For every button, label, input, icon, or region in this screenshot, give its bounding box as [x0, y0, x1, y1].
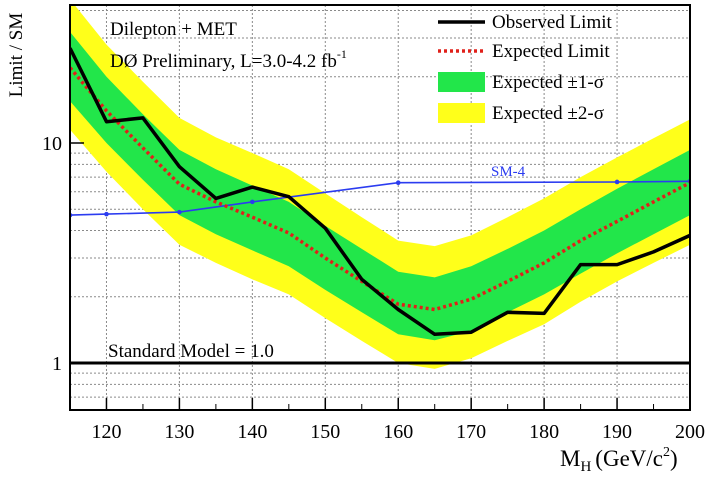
y-tick-label: 1 — [52, 353, 62, 375]
observed-limit-line — [70, 47, 690, 337]
sm4-point — [250, 199, 255, 205]
legend-label-observed: Observed Limit — [492, 12, 613, 33]
expected-limit-line — [70, 66, 690, 312]
x-tick-label: 130 — [164, 421, 194, 443]
x-tick-label: 140 — [237, 421, 267, 443]
x-tick-label: 180 — [529, 421, 559, 443]
x-axis-label: MH (GeV/c2) — [560, 445, 678, 475]
x-tick-label: 200 — [675, 421, 705, 443]
sm4-point — [104, 211, 109, 217]
sm4-point — [395, 180, 401, 186]
plot-frame — [69, 4, 691, 411]
limit-curves — [70, 47, 690, 365]
legend-label-expected: Expected Limit — [492, 41, 610, 62]
legend-label-band2: Expected ±2-σ — [492, 103, 604, 124]
sm4-point — [614, 179, 620, 185]
legend-swatch-band2 — [438, 103, 485, 123]
y-axis-label: Limit / SM — [6, 13, 27, 98]
legend-swatch-band1 — [438, 72, 485, 92]
legend-label-band1: Expected ±1-σ — [492, 72, 604, 93]
x-tick-label: 150 — [310, 421, 340, 443]
annotation-channel: Dilepton + MET — [110, 19, 237, 40]
uncertainty-bands — [70, 5, 690, 369]
x-tick-label: 160 — [383, 421, 413, 443]
sm4-point — [177, 209, 182, 215]
sm4-label: SM-4 — [491, 164, 526, 180]
legend: Observed Limit Expected Limit Expected ±1-… — [438, 12, 613, 124]
annotation-experiment: DØ Preliminary, L=3.0-4.2 fb-1 — [110, 47, 347, 72]
y-tick-label: 10 — [42, 133, 62, 155]
band-1sigma — [70, 31, 690, 341]
x-tick-label: 170 — [456, 421, 486, 443]
x-tick-label: 120 — [91, 421, 121, 443]
x-tick-label: 190 — [602, 421, 632, 443]
axis-ticks: 120 130 140 150 160 170 180 190 200 1 10 — [42, 133, 705, 443]
sm-label: Standard Model = 1.0 — [108, 341, 274, 362]
